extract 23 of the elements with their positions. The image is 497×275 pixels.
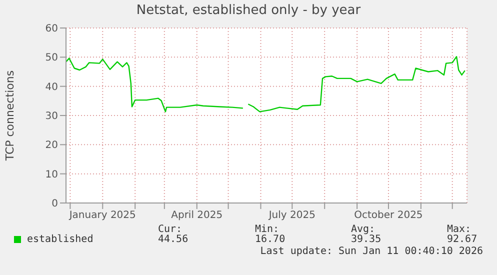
y-axis-title: TCP connections xyxy=(4,69,16,163)
x-tick-label: July 2025 xyxy=(268,210,316,222)
text: Max: xyxy=(447,224,472,235)
legend-label: established xyxy=(27,234,94,245)
x-tick-label: April 2025 xyxy=(171,210,223,222)
y-tick-label: 20 xyxy=(45,140,58,152)
text: Cur: xyxy=(158,224,182,235)
chart-title: Netstat, established only - by year xyxy=(135,3,362,18)
y-tick-label: 10 xyxy=(45,169,58,180)
y-tick-label: 30 xyxy=(45,111,58,122)
text: Min: xyxy=(255,224,280,235)
text: Last update: Sun Jan 11 00:40:10 2026 xyxy=(260,246,483,257)
y-tick-label: 60 xyxy=(45,24,58,35)
text: 44.56 xyxy=(158,234,188,245)
y-tick-label: 40 xyxy=(45,82,58,93)
y-tick-label: 50 xyxy=(45,52,58,64)
text: 92.67 xyxy=(447,234,478,245)
y-tick-label: 0 xyxy=(52,198,58,210)
text: Avg: xyxy=(351,224,376,235)
x-tick-label: October 2025 xyxy=(354,210,423,222)
text: 16.70 xyxy=(255,234,286,245)
text: 39.35 xyxy=(351,234,382,245)
x-tick-label: January 2025 xyxy=(68,210,136,222)
